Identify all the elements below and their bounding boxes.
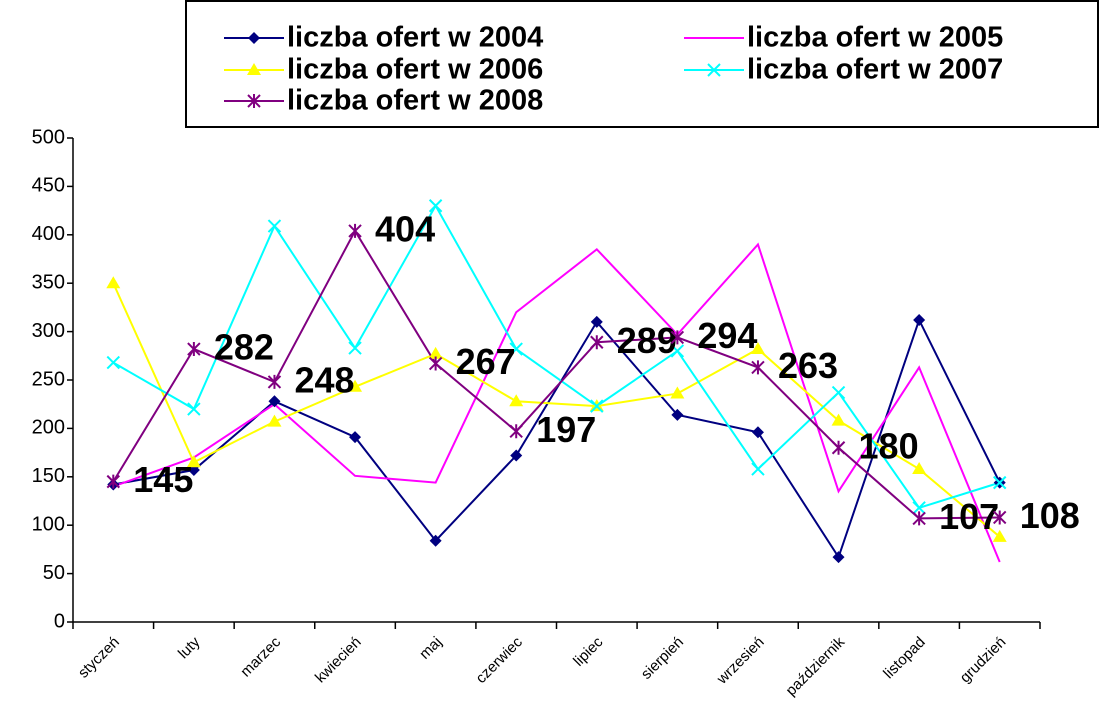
x-tick-label: kwiecień: [312, 634, 365, 687]
marker: [707, 63, 721, 77]
legend-label: liczba ofert w 2004: [287, 22, 543, 54]
x-tick-label: wrzesień: [713, 634, 768, 689]
marker: [912, 511, 926, 526]
marker: [267, 374, 282, 389]
data-label: 107: [939, 496, 999, 537]
marker: [590, 335, 604, 350]
data-label: 282: [214, 327, 274, 368]
x-tick-label: maj: [416, 634, 445, 663]
data-label: 108: [1020, 495, 1080, 536]
series-line: [112, 203, 1001, 509]
marker: [751, 360, 765, 375]
marker: [992, 529, 1007, 542]
y-tick-label: 0: [54, 610, 65, 632]
y-tick-label: 100: [32, 513, 65, 535]
marker: [187, 402, 201, 416]
marker: [670, 386, 685, 399]
marker: [913, 313, 926, 326]
legend-label: liczba ofert w 2006: [287, 54, 543, 86]
marker: [247, 63, 261, 75]
y-tick-label: 50: [43, 562, 65, 584]
marker: [509, 394, 524, 407]
series-line: [112, 282, 1001, 538]
y-tick-label: 400: [32, 223, 65, 245]
marker: [750, 342, 765, 355]
legend-label: liczba ofert w 2007: [747, 54, 1003, 86]
marker: [106, 474, 120, 489]
x-tick-label: sierpień: [638, 634, 687, 683]
marker: [428, 199, 443, 213]
marker: [509, 342, 523, 356]
marker: [247, 94, 261, 108]
y-tick-label: 150: [32, 465, 65, 487]
marker: [348, 223, 362, 238]
marker: [429, 534, 442, 547]
x-tick-label: czerwiec: [473, 633, 527, 687]
x-tick-label: lipiec: [570, 633, 607, 670]
data-label: 267: [456, 341, 516, 382]
legend-label: liczba ofert w 2005: [747, 22, 1003, 54]
marker: [510, 449, 523, 462]
marker: [993, 475, 1007, 490]
marker: [831, 413, 846, 426]
marker: [509, 424, 523, 439]
legend-box: [185, 0, 1099, 128]
x-tick-label: październik: [783, 633, 849, 699]
legend-label: liczba ofert w 2008: [287, 85, 543, 117]
marker: [832, 551, 845, 564]
y-tick-label: 250: [32, 368, 65, 390]
x-tick-label: styczeń: [75, 634, 123, 682]
marker: [912, 462, 927, 475]
marker: [106, 276, 121, 289]
x-tick-label: luty: [175, 633, 204, 662]
series-line: [112, 242, 1001, 563]
x-tick-label: marzec: [237, 633, 284, 680]
marker: [187, 342, 201, 357]
marker: [590, 399, 604, 413]
marker: [349, 431, 362, 444]
marker: [428, 346, 443, 359]
x-tick-label: grudzień: [957, 634, 1010, 687]
y-tick-label: 500: [32, 126, 65, 148]
x-tick-label: listopad: [880, 634, 929, 683]
data-label: 248: [294, 359, 354, 400]
marker: [670, 344, 685, 358]
marker: [831, 385, 846, 400]
marker: [348, 341, 362, 355]
series-line: [112, 228, 1000, 520]
marker: [267, 219, 282, 233]
marker: [670, 330, 685, 345]
y-tick-label: 450: [32, 175, 65, 197]
marker: [268, 395, 281, 408]
marker: [186, 455, 201, 468]
marker: [831, 440, 846, 455]
y-tick-label: 300: [32, 320, 65, 342]
data-label: 145: [133, 459, 193, 500]
marker: [590, 315, 603, 328]
marker: [267, 414, 282, 427]
marker: [993, 510, 1007, 525]
data-label: 294: [697, 315, 757, 356]
data-label: 180: [859, 425, 919, 466]
marker: [248, 32, 260, 44]
marker: [751, 426, 764, 439]
marker: [348, 379, 363, 392]
data-label: 197: [536, 409, 596, 450]
y-tick-label: 350: [32, 271, 65, 293]
marker: [671, 408, 684, 421]
marker: [751, 462, 765, 476]
data-label: 263: [778, 345, 838, 386]
data-label: 289: [617, 320, 677, 361]
marker: [428, 356, 443, 371]
marker: [912, 501, 926, 515]
y-tick-label: 200: [32, 417, 65, 439]
marker: [106, 355, 120, 370]
data-label: 404: [375, 208, 435, 249]
